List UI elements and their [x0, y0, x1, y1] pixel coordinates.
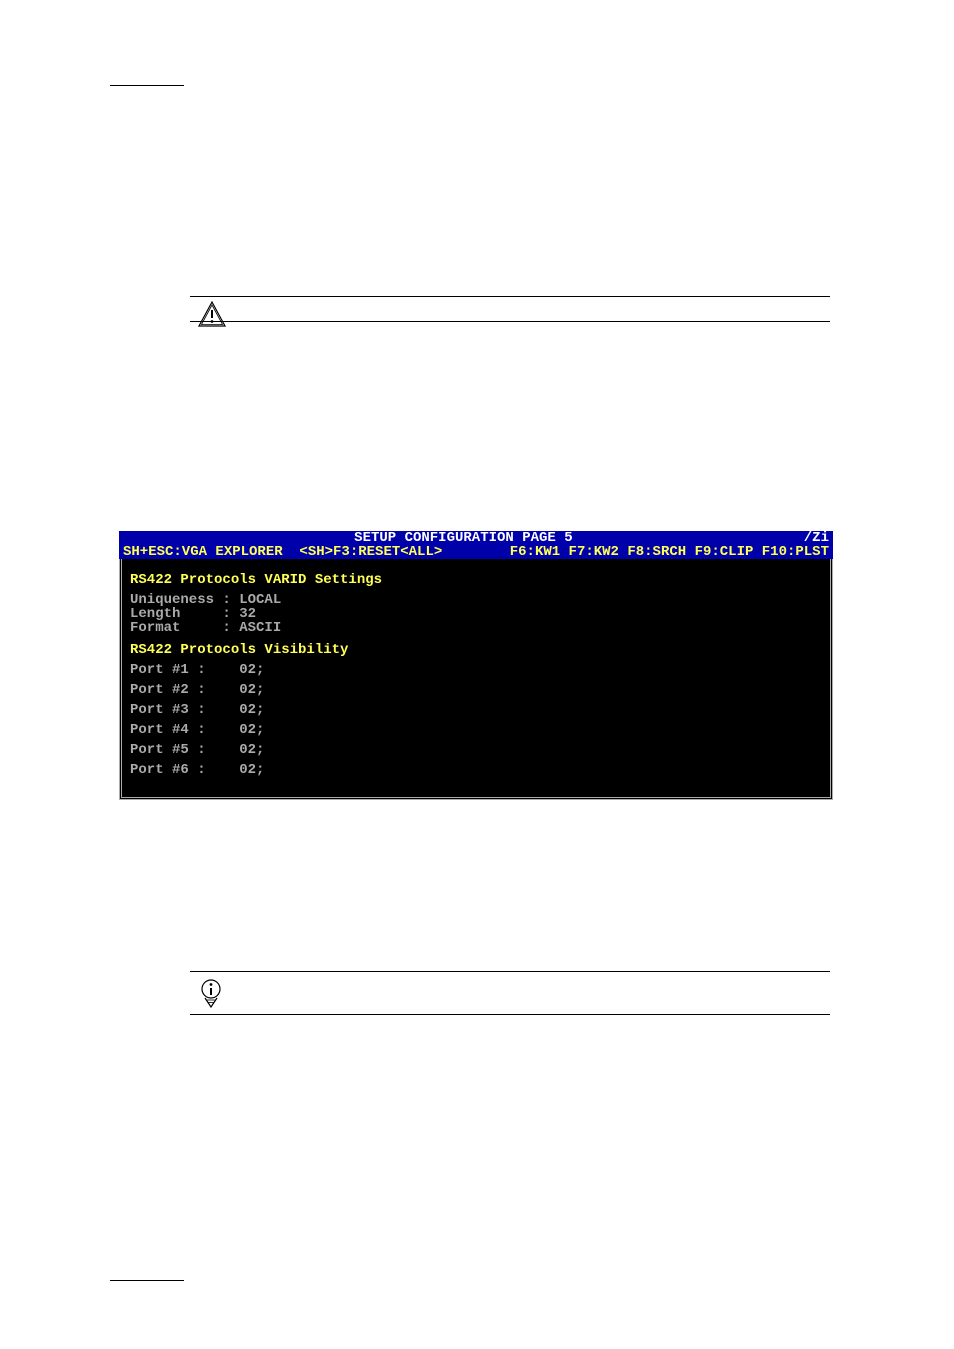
section-heading: RS422 Protocols VARID Settings — [130, 573, 822, 587]
settings-block: Uniqueness : LOCAL Length : 32 Format : … — [130, 593, 822, 635]
top-rule — [110, 85, 184, 86]
note-box — [190, 971, 830, 1015]
section-heading: RS422 Protocols Visibility — [130, 643, 822, 657]
titlebar-center: SETUP CONFIGURATION PAGE 5 — [123, 531, 804, 545]
port-row: Port #6 : 02; — [130, 763, 822, 777]
fnbar-left: SH+ESC:VGA EXPLORER <SH>F3:RESET<ALL> — [123, 545, 442, 559]
caution-box — [190, 296, 830, 322]
port-row: Port #2 : 02; — [130, 683, 822, 697]
setting-row: Uniqueness : LOCAL — [130, 593, 822, 607]
setting-row: Format : ASCII — [130, 621, 822, 635]
port-row: Port #5 : 02; — [130, 743, 822, 757]
ports-block: Port #1 : 02; Port #2 : 02; Port #3 : 02… — [130, 663, 822, 777]
terminal-body: RS422 Protocols VARID Settings Uniquenes… — [119, 559, 833, 800]
setting-row: Length : 32 — [130, 607, 822, 621]
terminal-screenshot: SETUP CONFIGURATION PAGE 5 /Zi SH+ESC:VG… — [119, 531, 833, 800]
port-row: Port #1 : 02; — [130, 663, 822, 677]
port-row: Port #4 : 02; — [130, 723, 822, 737]
fnbar-right: F6:KW1 F7:KW2 F8:SRCH F9:CLIP F10:PLST — [510, 545, 829, 559]
terminal-titlebar: SETUP CONFIGURATION PAGE 5 /Zi — [119, 531, 833, 545]
terminal-fnbar: SH+ESC:VGA EXPLORER <SH>F3:RESET<ALL> F6… — [119, 545, 833, 559]
bottom-rule — [110, 1280, 184, 1281]
port-row: Port #3 : 02; — [130, 703, 822, 717]
caution-icon — [198, 301, 226, 332]
note-icon — [198, 978, 224, 1013]
titlebar-right: /Zi — [804, 531, 829, 545]
